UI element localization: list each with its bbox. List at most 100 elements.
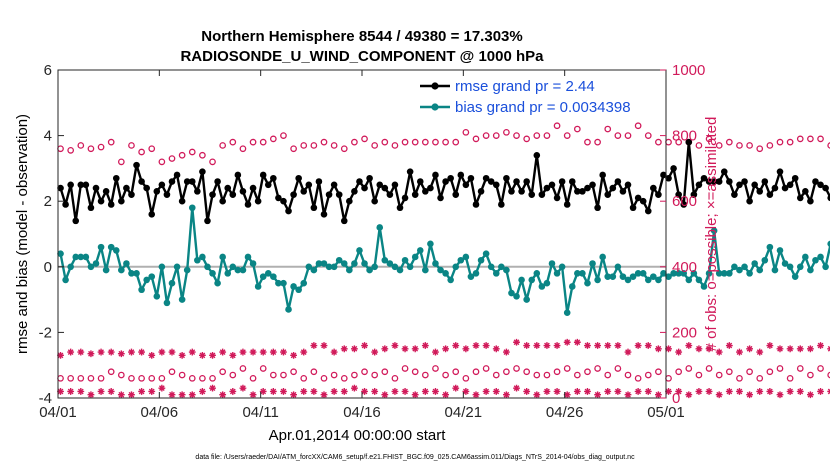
obs-possible-marker bbox=[128, 374, 135, 382]
bias-point bbox=[614, 263, 622, 271]
obs-possible-marker bbox=[817, 365, 824, 372]
bias-point bbox=[644, 276, 652, 284]
obs-assimilated-marker bbox=[655, 345, 662, 353]
obs-possible-marker bbox=[725, 368, 733, 376]
rmse-point bbox=[280, 197, 287, 205]
obs-assimilated-marker bbox=[462, 388, 470, 395]
obs-assimilated-marker bbox=[320, 342, 328, 349]
obs-possible-marker bbox=[624, 132, 632, 139]
obs-possible-marker bbox=[381, 368, 389, 376]
bias-point bbox=[285, 306, 292, 313]
obs-possible-marker bbox=[310, 142, 318, 149]
rmse-point bbox=[746, 197, 753, 205]
rmse-point bbox=[548, 181, 556, 189]
obs-assimilated-marker bbox=[178, 351, 186, 359]
obs-possible-marker bbox=[786, 374, 794, 382]
obs-possible-marker bbox=[543, 132, 551, 139]
bias-point bbox=[812, 256, 819, 264]
rmse-point bbox=[320, 211, 328, 218]
rmse-point bbox=[553, 194, 561, 202]
obs-assimilated-marker bbox=[807, 345, 814, 353]
rmse-point bbox=[214, 178, 221, 185]
bias-point bbox=[528, 276, 536, 284]
obs-assimilated-marker bbox=[249, 348, 257, 356]
bias-point bbox=[685, 276, 693, 284]
obs-assimilated-marker bbox=[594, 342, 601, 349]
obs-possible-marker bbox=[482, 132, 490, 139]
rmse-point bbox=[675, 191, 682, 198]
rmse-point bbox=[204, 217, 211, 225]
rmse-point bbox=[254, 197, 262, 205]
x-tick-label: 04/21 bbox=[445, 404, 483, 421]
obs-possible-marker bbox=[482, 365, 490, 372]
bias-point bbox=[199, 253, 206, 261]
bias-point bbox=[766, 243, 774, 251]
rmse-point bbox=[67, 181, 74, 189]
obs-assimilated-marker bbox=[259, 388, 267, 395]
bias-point bbox=[477, 256, 485, 264]
y-left-tick-label: 2 bbox=[44, 193, 52, 210]
data-file-footnote: data file: /Users/raeder/DAI/ATM_forcXX/… bbox=[195, 454, 635, 461]
obs-possible-marker bbox=[563, 365, 571, 372]
bias-point bbox=[194, 256, 201, 264]
legend-item-rmse: rmse grand pr = 2.44 bbox=[420, 78, 595, 95]
bias-point bbox=[513, 293, 520, 300]
obs-possible-marker bbox=[553, 122, 561, 130]
obs-possible-marker bbox=[655, 138, 662, 146]
obs-assimilated-marker bbox=[482, 342, 490, 349]
obs-possible-marker bbox=[300, 142, 308, 149]
bias-point bbox=[416, 247, 424, 254]
obs-possible-marker bbox=[462, 374, 470, 382]
obs-possible-marker bbox=[330, 142, 338, 149]
obs-possible-marker bbox=[604, 125, 612, 133]
rmse-point bbox=[376, 181, 384, 189]
obs-possible-marker bbox=[786, 138, 794, 146]
obs-assimilated-marker bbox=[715, 348, 723, 356]
obs-possible-marker bbox=[807, 135, 814, 143]
obs-assimilated-marker bbox=[563, 338, 571, 346]
obs-assimilated-marker bbox=[209, 384, 216, 392]
obs-assimilated-marker bbox=[67, 388, 75, 395]
obs-possible-marker bbox=[432, 365, 439, 372]
bias-point bbox=[447, 276, 454, 284]
obs-possible-marker bbox=[807, 371, 814, 379]
bias-point bbox=[660, 270, 667, 277]
obs-possible-marker bbox=[584, 368, 591, 376]
bias-point bbox=[254, 283, 262, 290]
obs-possible-marker bbox=[513, 132, 520, 139]
obs-possible-marker bbox=[472, 368, 480, 376]
obs-possible-marker bbox=[756, 374, 764, 382]
bias-point bbox=[346, 266, 353, 274]
rmse-point bbox=[295, 174, 302, 182]
obs-assimilated-marker bbox=[310, 388, 318, 395]
y-right-tick-label: 0 bbox=[672, 390, 680, 407]
obs-possible-marker bbox=[442, 138, 449, 146]
obs-assimilated-marker bbox=[411, 391, 419, 399]
rmse-point bbox=[173, 171, 181, 179]
obs-possible-marker bbox=[148, 145, 156, 153]
rmse-point bbox=[138, 178, 145, 185]
obs-assimilated-marker bbox=[796, 345, 804, 353]
bias-point bbox=[563, 309, 571, 317]
obs-possible-marker bbox=[229, 138, 237, 146]
rmse-point bbox=[285, 207, 292, 215]
bias-point bbox=[523, 296, 530, 303]
obs-assimilated-marker bbox=[199, 388, 206, 395]
rmse-point bbox=[219, 197, 226, 205]
rmse-point bbox=[340, 217, 348, 225]
obs-possible-marker bbox=[117, 158, 125, 166]
rmse-point bbox=[406, 168, 414, 175]
obs-possible-marker bbox=[290, 145, 297, 153]
bias-point bbox=[401, 256, 409, 264]
rmse-point bbox=[817, 181, 824, 189]
bias-point bbox=[624, 276, 632, 284]
rmse-point bbox=[650, 184, 657, 192]
obs-possible-marker bbox=[97, 143, 105, 151]
bias-point bbox=[629, 273, 637, 280]
bias-point bbox=[163, 299, 171, 307]
bias-point bbox=[340, 260, 348, 267]
bias-point bbox=[655, 276, 662, 284]
obs-possible-marker bbox=[756, 145, 764, 153]
obs-assimilated-marker bbox=[685, 342, 693, 349]
legend: rmse grand pr = 2.44 bias grand pr = 0.0… bbox=[420, 78, 631, 116]
